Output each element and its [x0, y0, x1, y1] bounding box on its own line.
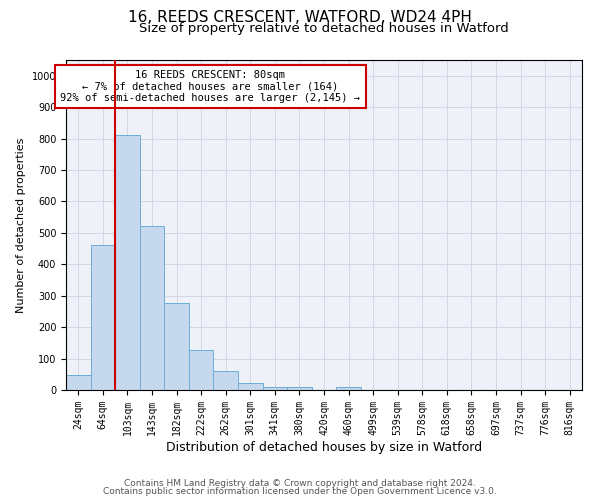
Bar [287, 387, 312, 390]
Text: 16 REEDS CRESCENT: 80sqm
← 7% of detached houses are smaller (164)
92% of semi-d: 16 REEDS CRESCENT: 80sqm ← 7% of detache… [61, 70, 361, 103]
Bar [140, 226, 164, 390]
Bar [66, 375, 91, 390]
Bar [115, 136, 140, 390]
Bar [164, 302, 189, 390]
Y-axis label: Number of detached properties: Number of detached properties [16, 138, 26, 312]
Bar [91, 246, 115, 390]
Text: Contains HM Land Registry data © Crown copyright and database right 2024.: Contains HM Land Registry data © Crown c… [124, 478, 476, 488]
X-axis label: Distribution of detached houses by size in Watford: Distribution of detached houses by size … [166, 440, 482, 454]
Bar [336, 388, 361, 390]
Bar [263, 387, 287, 390]
Bar [214, 371, 238, 390]
Title: Size of property relative to detached houses in Watford: Size of property relative to detached ho… [139, 22, 509, 35]
Text: 16, REEDS CRESCENT, WATFORD, WD24 4PH: 16, REEDS CRESCENT, WATFORD, WD24 4PH [128, 10, 472, 25]
Bar [238, 383, 263, 390]
Bar [189, 350, 214, 390]
Text: Contains public sector information licensed under the Open Government Licence v3: Contains public sector information licen… [103, 487, 497, 496]
